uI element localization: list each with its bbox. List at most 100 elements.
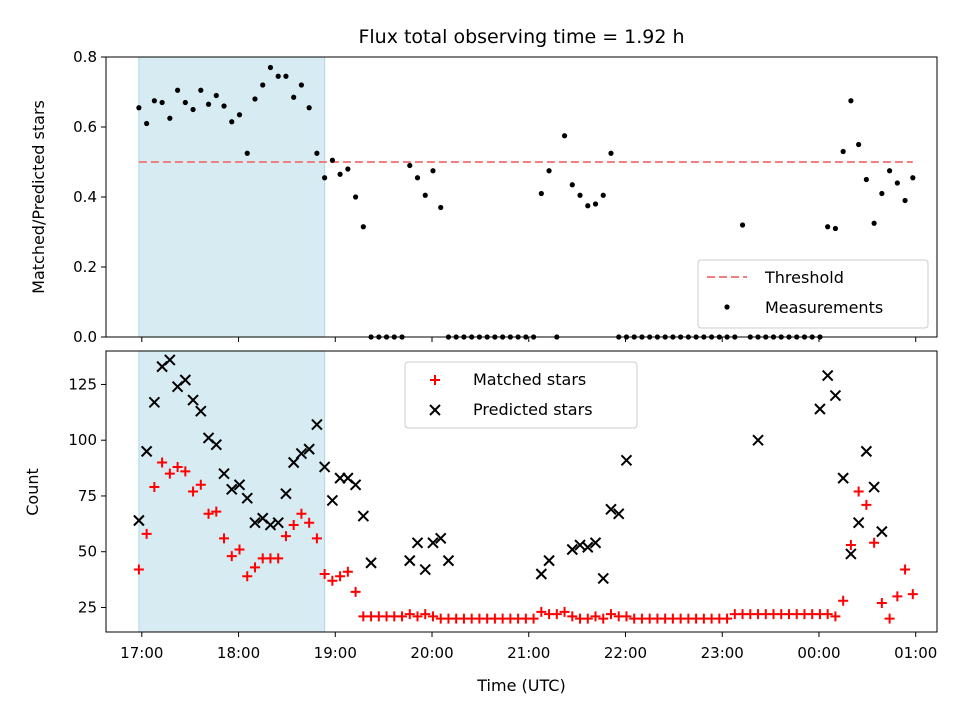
data-point [337, 171, 343, 177]
data-point [613, 508, 625, 520]
data-point [894, 180, 900, 186]
data-point [136, 105, 142, 111]
data-point [303, 443, 315, 455]
data-point [236, 112, 243, 118]
data-point [840, 148, 846, 155]
data-point [869, 537, 880, 548]
data-point [902, 197, 908, 204]
y-tick-label: 50 [78, 543, 97, 561]
data-point [314, 150, 320, 156]
data-point [419, 563, 431, 576]
data-point [342, 566, 353, 577]
data-point [260, 82, 266, 88]
data-point [352, 194, 359, 200]
data-point [536, 606, 547, 617]
data-point [219, 533, 230, 544]
data-point [298, 82, 305, 88]
data-point [335, 571, 346, 582]
data-point [907, 589, 918, 600]
panel-count: 25 50 75 100 125 17:00 18:00 19:00 20:00 21:00 22:… [68, 351, 938, 662]
data-point [205, 101, 212, 107]
legend-matched-label: Matched stars [473, 370, 586, 389]
x-axis-label: Time (UTC) [476, 676, 565, 695]
data-point [608, 150, 614, 156]
data-point [821, 369, 834, 382]
data-point [838, 595, 849, 606]
data-point [327, 575, 338, 586]
data-point [535, 568, 548, 580]
data-point [234, 544, 245, 555]
data-point [845, 540, 856, 551]
data-point [739, 222, 746, 228]
data-point [159, 99, 165, 106]
data-point [365, 557, 377, 569]
data-point [427, 611, 438, 622]
y-tick-label: 125 [68, 375, 97, 393]
data-point [280, 531, 291, 542]
y-tick-label: 25 [78, 598, 97, 616]
data-point [886, 168, 893, 174]
panel-ratio: 0.0 0.2 0.4 0.6 0.8 [73, 48, 938, 346]
series-predicted-stars [133, 355, 888, 585]
data-point [241, 492, 253, 504]
y-tick-label: 0.8 [73, 48, 97, 66]
data-point [157, 457, 168, 468]
data-point [589, 537, 602, 549]
data-point [605, 609, 616, 620]
data-point [249, 562, 260, 573]
chart-title: Flux total observing time = 1.92 h [358, 26, 684, 48]
data-point [182, 99, 188, 106]
data-point [404, 554, 416, 567]
data-point [868, 481, 880, 493]
data-point [210, 438, 222, 451]
x-tick-label: 21:00 [507, 644, 550, 662]
y-tick-label: 0.2 [73, 258, 97, 276]
legend-box [404, 361, 638, 429]
data-point [141, 528, 152, 539]
data-point [860, 445, 873, 458]
data-point [349, 479, 362, 491]
data-point [133, 514, 145, 527]
data-point [853, 486, 864, 497]
data-point [876, 598, 887, 609]
data-point [566, 543, 578, 556]
data-point [304, 517, 315, 528]
data-point [582, 613, 593, 624]
data-point [226, 483, 238, 495]
data-point [829, 389, 842, 402]
data-point [322, 175, 328, 181]
data-point [283, 73, 289, 79]
data-point [267, 64, 274, 71]
data-point [188, 486, 199, 497]
data-point [221, 103, 227, 109]
data-point [830, 611, 841, 622]
data-point [582, 541, 594, 553]
data-point [879, 190, 885, 197]
data-point [360, 224, 366, 230]
data-point [306, 105, 312, 111]
data-point [598, 613, 609, 624]
legend-measurements-swatch [724, 304, 730, 310]
data-point [752, 434, 764, 446]
data-point [427, 537, 439, 549]
data-point [825, 224, 831, 230]
data-point [345, 166, 351, 172]
data-point [848, 98, 854, 104]
data-point [420, 609, 431, 620]
data-point [832, 225, 839, 232]
data-point [412, 611, 423, 622]
data-point [438, 204, 444, 211]
shaded-span [138, 56, 326, 338]
data-point [172, 461, 183, 472]
data-point [845, 548, 857, 560]
data-point [876, 525, 888, 538]
legend-predicted-label: Predicted stars [473, 400, 593, 419]
data-point [272, 517, 284, 529]
top-panel-y-axis-label: Matched/Predicted stars [29, 100, 48, 294]
data-point [404, 609, 415, 620]
data-point [180, 466, 191, 477]
data-point [414, 175, 421, 181]
data-point [148, 396, 161, 409]
data-point [311, 418, 323, 431]
